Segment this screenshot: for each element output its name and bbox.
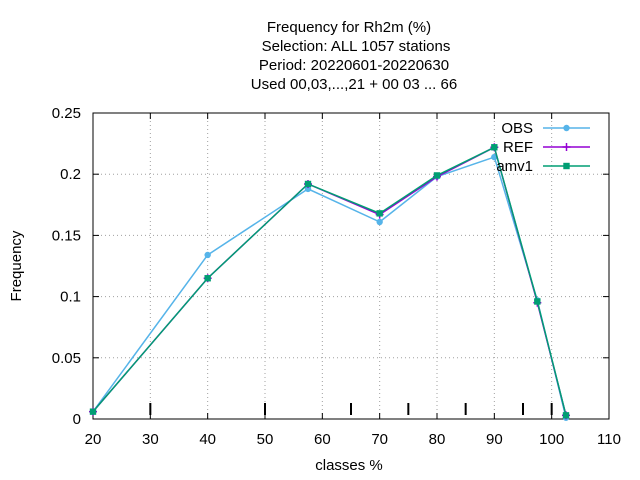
y-tick-label: 0.15: [52, 227, 81, 244]
title-line-1: Frequency for Rh2m (%): [267, 19, 431, 36]
x-tick-label: 90: [486, 431, 503, 448]
x-tick-label: 110: [597, 431, 621, 448]
legend-label: amv1: [496, 158, 533, 175]
x-tick-label: 80: [429, 431, 446, 448]
title-line-4: Used 00,03,...,21 + 00 03 ... 66: [251, 76, 457, 93]
plot-frame: [92, 112, 610, 420]
x-tick-label: 60: [314, 431, 331, 448]
class-marks: [149, 403, 553, 415]
y-tick-label: 0.25: [52, 105, 81, 122]
x-tick-label: 100: [539, 431, 564, 448]
y-axis-label: Frequency: [8, 230, 25, 301]
axis-ticks: 20 30 40 50 60 70 80 90 100 110 0 0.05 0.1 0.15 0.2 0.2…: [52, 105, 621, 448]
legend-label: OBS: [501, 120, 533, 137]
series-line: [92, 146, 567, 416]
data-point: [89, 408, 97, 415]
grid: [93, 113, 609, 419]
x-tick-label: 50: [257, 431, 274, 448]
chart-title: Frequency for Rh2m (%) Selection: ALL 10…: [251, 19, 457, 93]
series-amv1: [89, 144, 570, 419]
title-line-3: Period: 20220601-20220630: [259, 57, 449, 74]
data-point: [562, 143, 571, 151]
data-point: [491, 144, 498, 151]
data-point: [376, 210, 383, 217]
data-point: [562, 412, 570, 419]
series-group: [89, 143, 570, 421]
y-tick-label: 0.2: [60, 166, 81, 183]
x-tick-label: 40: [199, 431, 216, 448]
x-axis-label: classes %: [315, 457, 383, 474]
data-point: [433, 172, 441, 179]
legend: OBS REF amv1: [496, 120, 590, 175]
data-point: [534, 298, 541, 305]
data-point: [304, 180, 312, 188]
x-tick-label: 20: [85, 431, 102, 448]
series-ref: [89, 143, 570, 420]
legend-label: REF: [503, 139, 533, 156]
data-point: [304, 185, 312, 193]
data-point: [563, 124, 570, 132]
data-point: [204, 251, 211, 259]
data-point: [563, 162, 570, 170]
y-tick-label: 0.05: [52, 350, 81, 367]
title-line-2: Selection: ALL 1057 stations: [262, 38, 451, 55]
series-line: [92, 146, 567, 416]
data-point: [376, 218, 383, 226]
y-tick-label: 0: [73, 411, 81, 428]
data-point: [204, 275, 211, 282]
x-tick-label: 70: [371, 431, 388, 448]
y-tick-label: 0.1: [60, 289, 81, 306]
x-tick-label: 30: [142, 431, 159, 448]
series-line: [92, 156, 567, 418]
